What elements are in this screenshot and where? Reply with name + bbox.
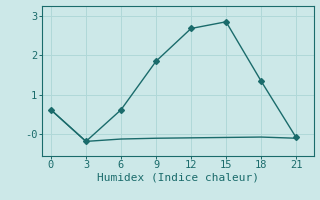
X-axis label: Humidex (Indice chaleur): Humidex (Indice chaleur) [97, 173, 259, 183]
